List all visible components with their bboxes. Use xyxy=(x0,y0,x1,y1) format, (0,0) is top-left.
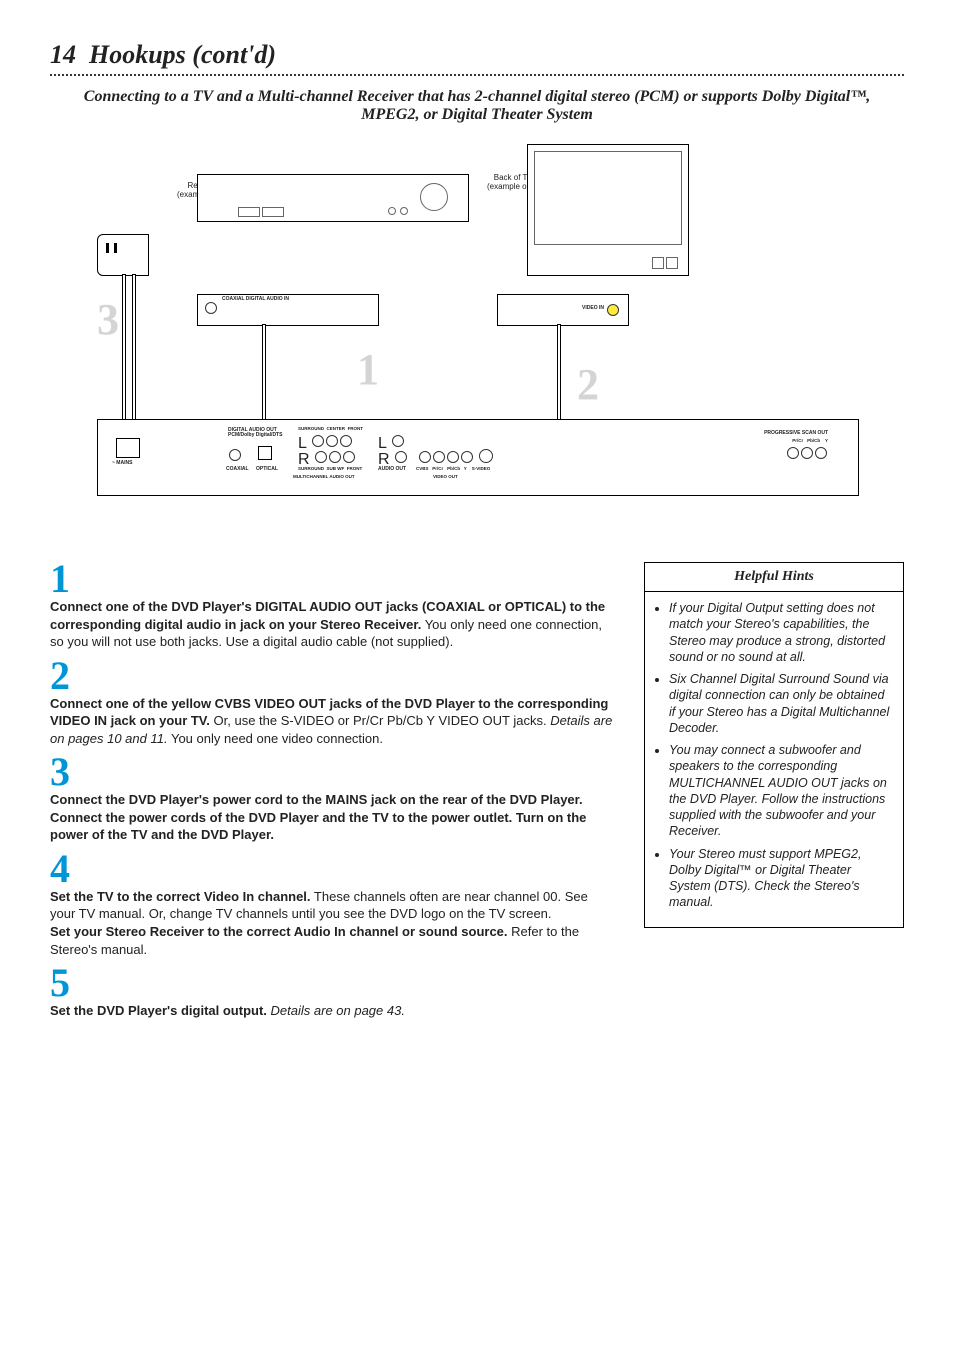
surround-label: SURROUND xyxy=(298,426,324,431)
coaxial-label: COAXIAL xyxy=(226,466,249,472)
step-5-number: 5 xyxy=(50,966,614,1000)
steps-column: 1 Connect one of the DVD Player's DIGITA… xyxy=(50,554,614,1020)
coaxial-in-label: COAXIAL DIGITAL AUDIO IN xyxy=(222,297,289,302)
optical-label: OPTICAL xyxy=(256,466,278,472)
step-5-bold: Set the DVD Player's digital output. xyxy=(50,1003,267,1018)
step-5-body: Set the DVD Player's digital output. Det… xyxy=(50,1002,614,1020)
helpful-hints-box: Helpful Hints If your Digital Output set… xyxy=(644,562,904,928)
dvd-rear-panel: ~ MAINS DIGITAL AUDIO OUT PCM/Dolby Digi… xyxy=(97,419,859,496)
progressive-label: PROGRESSIVE SCAN OUT xyxy=(764,430,828,436)
content-columns: 1 Connect one of the DVD Player's DIGITA… xyxy=(50,554,904,1020)
y-label: Y xyxy=(464,466,467,471)
step-1-body: Connect one of the DVD Player's DIGITAL … xyxy=(50,598,614,651)
video-out-label: VIDEO OUT xyxy=(433,474,458,479)
hint-item: Your Stereo must support MPEG2, Dolby Di… xyxy=(669,846,893,911)
diagram-step-2: 2 xyxy=(577,359,599,410)
step-4-bold: Set the TV to the correct Video In chann… xyxy=(50,889,311,904)
hints-column: Helpful Hints If your Digital Output set… xyxy=(644,554,904,928)
page-number: 14 xyxy=(50,40,76,69)
hint-item: Six Channel Digital Surround Sound via d… xyxy=(669,671,893,736)
page-title-text: Hookups (cont'd) xyxy=(89,40,276,69)
page-subtitle: Connecting to a TV and a Multi-channel R… xyxy=(70,88,884,124)
step-5-italic: Details are on page 43. xyxy=(271,1003,405,1018)
power-plug xyxy=(97,234,149,276)
mains-label: ~ MAINS xyxy=(112,460,132,466)
tv-rear-panel: VIDEO IN xyxy=(497,294,629,326)
prcr-label: Pr/Cr xyxy=(432,466,443,471)
page-title: 14 Hookups (cont'd) xyxy=(50,40,904,70)
video-in-label: VIDEO IN xyxy=(582,305,604,311)
diagram-step-3: 3 xyxy=(97,294,119,345)
dotted-divider xyxy=(50,74,904,76)
center-label: CENTER xyxy=(327,426,346,431)
step-2-rest2: You only need one video connection. xyxy=(168,731,383,746)
hint-item: If your Digital Output setting does not … xyxy=(669,600,893,665)
step-4-body: Set the TV to the correct Video In chann… xyxy=(50,888,614,958)
tv-box xyxy=(527,144,689,276)
svideo-label: S-VIDEO xyxy=(472,466,491,471)
step-2-body: Connect one of the yellow CVBS VIDEO OUT… xyxy=(50,695,614,748)
front-label: FRONT xyxy=(348,426,364,431)
step-3-number: 3 xyxy=(50,755,614,789)
step-4-number: 4 xyxy=(50,852,614,886)
cvbs-label: CVBS xyxy=(416,466,429,471)
hints-list: If your Digital Output setting does not … xyxy=(645,592,903,927)
step-3-bold: Connect the DVD Player's power cord to t… xyxy=(50,792,586,842)
step-2-number: 2 xyxy=(50,659,614,693)
receiver-rear-panel: COAXIAL DIGITAL AUDIO IN xyxy=(197,294,379,326)
step-3-body: Connect the DVD Player's power cord to t… xyxy=(50,791,614,844)
hints-title: Helpful Hints xyxy=(645,563,903,592)
receiver-box xyxy=(197,174,469,222)
subwf-label: SUB WF xyxy=(327,466,345,471)
diagram-step-1: 1 xyxy=(357,344,379,395)
step-2-rest: Or, use the S-VIDEO or Pr/Cr Pb/Cb Y VID… xyxy=(210,713,550,728)
audio-out-label: AUDIO OUT xyxy=(378,466,406,472)
step-4-bold2: Set your Stereo Receiver to the correct … xyxy=(50,924,508,939)
hookup-diagram: Receiver (example only) Back of TV (exam… xyxy=(97,144,857,524)
step-1-number: 1 xyxy=(50,562,614,596)
multichannel-label: MULTICHANNEL AUDIO OUT xyxy=(293,474,355,479)
pbcb-label: Pb/Cb xyxy=(447,466,460,471)
digital-audio-out-label: DIGITAL AUDIO OUT PCM/Dolby Digital/DTS xyxy=(228,428,282,438)
hint-item: You may connect a subwoofer and speakers… xyxy=(669,742,893,840)
